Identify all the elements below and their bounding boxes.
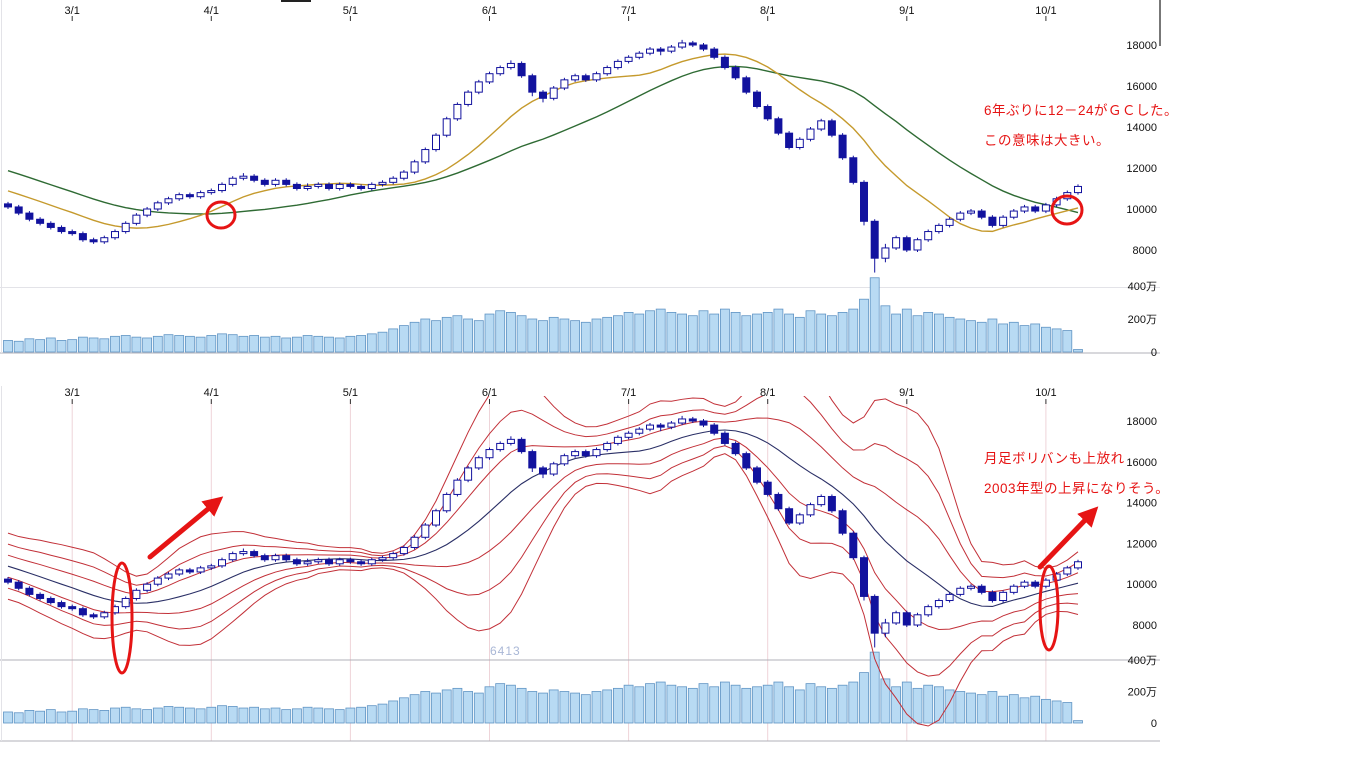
x-tick-label: 5/1 (343, 387, 358, 399)
volume-bars (3, 651, 1083, 724)
bollinger-upper-1sigma (7, 417, 1079, 595)
band-walk-ellipse-march (110, 561, 134, 675)
x-tick-label: 3/1 (65, 387, 80, 399)
x-tick-label: 7/1 (621, 387, 636, 399)
y-price-tick-label: 18000 (1126, 40, 1157, 52)
x-tick-label: 6/1 (482, 5, 497, 17)
y-price-tick-label: 14000 (1126, 122, 1157, 134)
annotation-line: 6年ぶりに12－24がＧＣした。 (984, 103, 1179, 118)
stock-code-watermark: 6413 (490, 644, 521, 658)
x-tick-label: 9/1 (899, 5, 914, 17)
annotation-line: 月足ボリバンも上放れ (984, 451, 1125, 466)
bollinger-upper-2sigma (7, 396, 1079, 586)
annotation-note-top: 6年ぶりに12－24がＧＣした。 この意味は大きい。 (984, 96, 1178, 156)
volume-bars (3, 277, 1083, 353)
hand-drawn-annotations (205, 194, 1084, 230)
golden-cross-circle-april (205, 200, 237, 230)
top-edge-artifact-line (281, 0, 311, 2)
chart-panel-price-with-bollinger-bands: 3/1 4/1 5/1 6/1 7/1 8/1 9/1 10/1 18000 16000 14000… (0, 386, 1160, 742)
x-tick-label: 10/1 (1035, 5, 1056, 17)
chart-panel-price-with-moving-averages: 3/1 4/1 5/1 6/1 7/1 8/1 9/1 10/1 18000 16000 14000… (0, 0, 1160, 359)
x-tick-label: 4/1 (204, 5, 219, 17)
sma-24-line (7, 65, 1079, 215)
y-price-tick-label: 12000 (1126, 538, 1157, 550)
up-arrow-october (1037, 506, 1099, 570)
x-tick-label: 6/1 (482, 387, 497, 399)
y-price-tick-label: 14000 (1126, 498, 1157, 510)
x-tick-label: 8/1 (760, 5, 775, 17)
x-tick-label: 5/1 (343, 5, 358, 17)
y-price-tick-label: 8000 (1133, 620, 1157, 632)
y-price-tick-label: 10000 (1126, 204, 1157, 216)
y-price-tick-label: 12000 (1126, 163, 1157, 175)
bollinger-lower-3sigma (7, 453, 1079, 727)
bollinger-upper-3sigma (7, 396, 1079, 577)
y-volume-tick-label: 200万 (1128, 687, 1157, 699)
bollinger-lower-2sigma (7, 445, 1079, 677)
y-price-tick-label: 18000 (1126, 416, 1157, 428)
y-price-tick-label: 16000 (1126, 81, 1157, 93)
right-edge-artifact-line (1159, 0, 1161, 46)
up-arrow-march (147, 496, 224, 560)
x-tick-label: 10/1 (1035, 387, 1056, 399)
annotation-note-bottom: 月足ボリバンも上放れ 2003年型の上昇になりそう。 (984, 444, 1169, 504)
annotation-line: 2003年型の上昇になりそう。 (984, 481, 1170, 496)
band-walk-ellipse-october (1038, 564, 1060, 652)
candlesticks (4, 415, 1082, 648)
x-tick-label: 8/1 (760, 387, 775, 399)
y-price-tick-label: 8000 (1133, 245, 1157, 257)
bollinger-bands (7, 396, 1079, 727)
y-price-tick-label: 16000 (1126, 457, 1157, 469)
y-volume-tick-label: 0 (1151, 718, 1157, 730)
x-tick-label: 4/1 (204, 387, 219, 399)
x-tick-label: 3/1 (65, 5, 80, 17)
x-tick-label: 9/1 (899, 387, 914, 399)
bollinger-lower-1sigma (7, 437, 1079, 631)
y-volume-tick-label: 200万 (1128, 314, 1157, 326)
y-price-tick-label: 10000 (1126, 579, 1157, 591)
annotation-line: この意味は大きい。 (984, 133, 1110, 148)
candlesticks (4, 39, 1082, 273)
y-volume-tick-label: 400万 (1128, 655, 1157, 667)
golden-cross-circle-october (1050, 194, 1084, 226)
y-volume-tick-label: 0 (1151, 347, 1157, 359)
x-tick-label: 7/1 (621, 5, 636, 17)
hand-drawn-annotations (110, 496, 1099, 675)
y-volume-tick-label: 400万 (1128, 281, 1157, 293)
